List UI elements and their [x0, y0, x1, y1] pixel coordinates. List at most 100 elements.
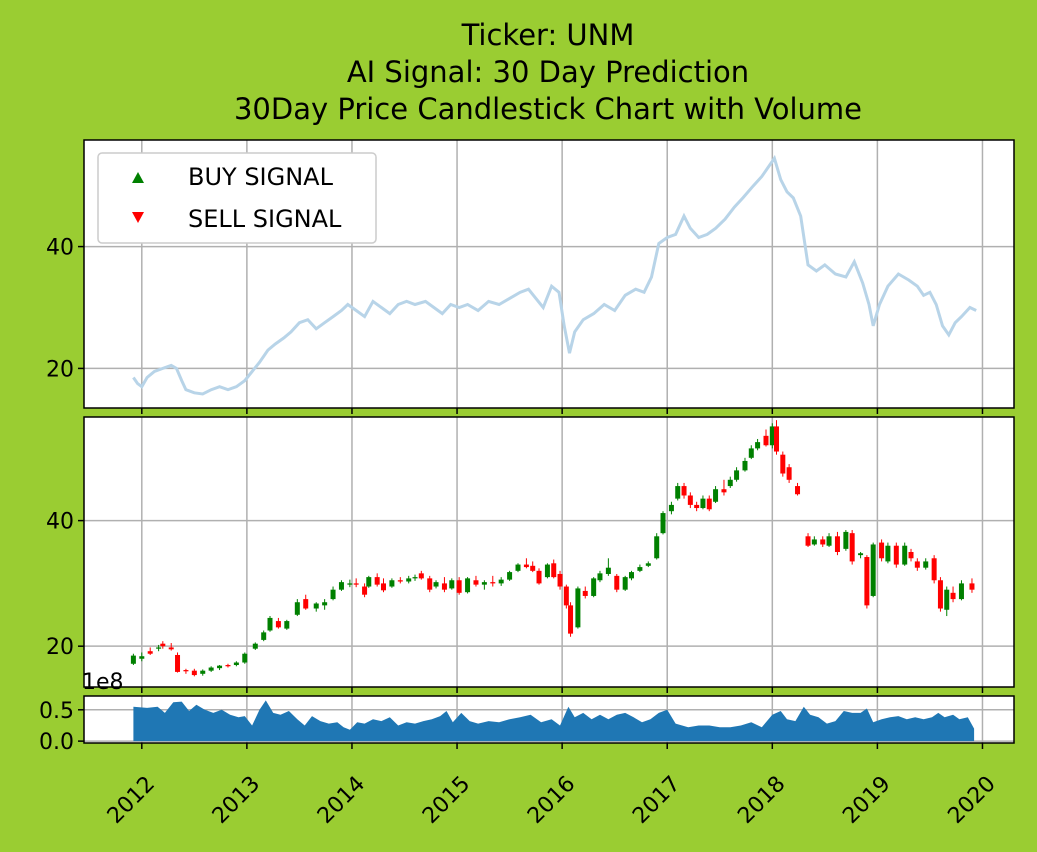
- candle-down: [557, 573, 563, 587]
- x-tick-label: 2016: [523, 772, 580, 829]
- candle-up: [139, 656, 145, 659]
- legend-buy-label: BUY SIGNAL: [188, 163, 334, 191]
- candle-down: [805, 536, 811, 546]
- candle-down: [879, 542, 885, 559]
- candle-down: [441, 583, 447, 590]
- y-tick-label: 40: [46, 236, 74, 261]
- candle-down: [362, 586, 368, 595]
- x-tick-label: 2015: [418, 772, 475, 829]
- candlestick-series: [130, 420, 975, 677]
- candle-down: [418, 573, 424, 579]
- candle-down: [937, 580, 943, 609]
- candle-down: [786, 467, 792, 480]
- candle-up: [675, 486, 681, 499]
- candle-up: [843, 531, 849, 549]
- candle-down: [225, 665, 231, 667]
- candle-down: [427, 578, 433, 590]
- candle-up: [622, 577, 628, 590]
- candle-up: [870, 544, 876, 596]
- sell-signal-marker: [132, 212, 144, 223]
- candle-up: [645, 563, 651, 566]
- candle-up: [200, 670, 206, 674]
- candlestick-x-ticks: [141, 687, 984, 693]
- x-tick-label: 2012: [103, 772, 160, 829]
- candle-up: [389, 580, 395, 587]
- candle-up: [412, 577, 418, 579]
- candle-up: [330, 589, 336, 600]
- candle-up: [605, 567, 611, 574]
- y-tick-label: 20: [46, 635, 74, 660]
- candle-down: [490, 582, 496, 584]
- candle-down: [183, 670, 189, 672]
- x-tick-label: 2019: [838, 772, 895, 829]
- x-tick-label: 2013: [208, 772, 265, 829]
- candle-up: [347, 583, 353, 585]
- candle-up: [637, 567, 643, 571]
- candle-up: [902, 545, 908, 565]
- y-tick-label: 0.5: [39, 699, 74, 724]
- candle-down: [706, 498, 712, 510]
- candle-down: [303, 599, 309, 609]
- candle-up: [242, 653, 248, 663]
- candle-up: [660, 513, 666, 534]
- candle-up: [591, 578, 597, 596]
- candle-up: [628, 572, 634, 579]
- candle-down: [908, 552, 914, 559]
- candle-down: [530, 565, 536, 571]
- candle-down: [893, 545, 899, 565]
- y-tick-label: 20: [46, 357, 74, 382]
- candle-up: [544, 564, 550, 578]
- volume-frame: [83, 695, 1015, 744]
- candle-down: [536, 570, 542, 584]
- candle-down: [523, 564, 529, 568]
- x-tick-label: 2017: [628, 772, 685, 829]
- volume-x-ticks: 2012 2013 2014 2015 2016 2017 2018 2019 2020: [103, 743, 1001, 829]
- candle-up: [700, 498, 706, 509]
- candle-up: [769, 426, 775, 446]
- volume-y-ticks: 0.00.5: [39, 699, 84, 755]
- candle-down: [721, 489, 727, 493]
- candle-up: [507, 572, 513, 580]
- buy-signal-marker: [132, 172, 144, 183]
- candle-down: [160, 643, 166, 647]
- candle-up: [267, 617, 273, 631]
- candlestick-panel: [84, 417, 1014, 687]
- candle-up: [597, 573, 603, 581]
- candle-down: [694, 504, 700, 509]
- candle-down: [582, 590, 588, 596]
- candle-down: [275, 621, 281, 628]
- candle-down: [473, 580, 479, 585]
- candle-up: [742, 460, 748, 471]
- candle-down: [175, 654, 181, 672]
- candle-up: [156, 647, 162, 649]
- candle-down: [168, 647, 174, 650]
- candle-up: [575, 588, 581, 628]
- candle-down: [397, 580, 403, 582]
- candle-up: [515, 564, 521, 571]
- candle-up: [498, 579, 504, 584]
- candle-up: [284, 621, 290, 629]
- price-line-x-ticks: [141, 408, 984, 414]
- candle-up: [923, 561, 929, 568]
- candle-up: [208, 667, 214, 671]
- candle-down: [551, 563, 557, 578]
- candle-up: [338, 582, 344, 590]
- candle-up: [449, 580, 455, 589]
- candle-up: [366, 577, 372, 587]
- candlestick-frame: [83, 416, 1015, 688]
- candle-down: [614, 575, 620, 590]
- candle-down: [456, 580, 462, 593]
- volume-offset-label: 1e8: [82, 670, 124, 695]
- candle-up: [944, 589, 950, 610]
- candle-down: [795, 486, 801, 495]
- candle-down: [380, 583, 386, 591]
- x-tick-label: 2014: [313, 772, 370, 829]
- x-tick-label: 2020: [943, 772, 1000, 829]
- candle-up: [217, 665, 223, 669]
- candle-down: [563, 586, 569, 606]
- candle-up: [885, 545, 891, 562]
- candle-down: [864, 557, 870, 606]
- candle-down: [687, 495, 693, 505]
